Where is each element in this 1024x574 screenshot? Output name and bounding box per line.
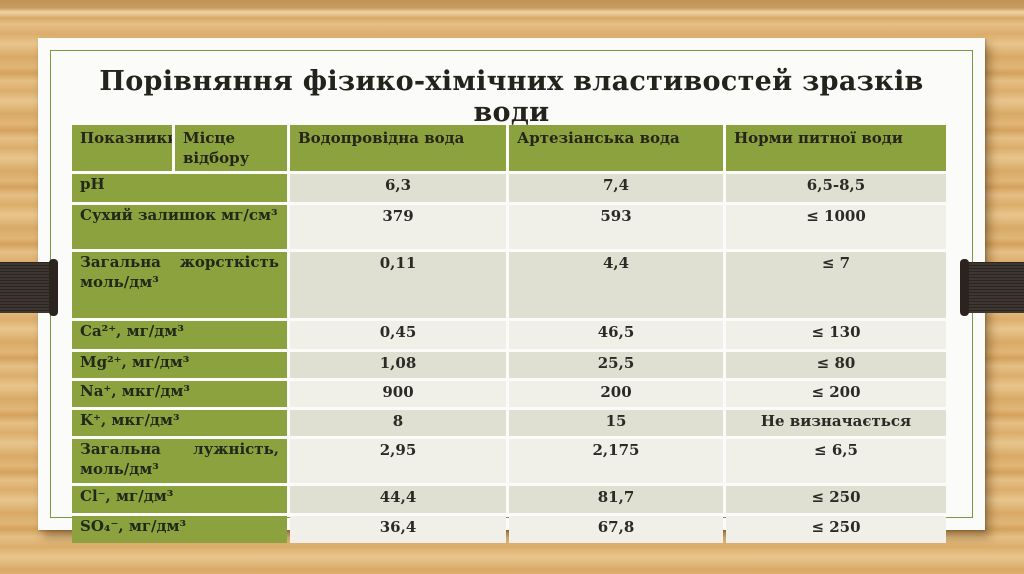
cell-artesian-water: 67,8 bbox=[509, 516, 723, 543]
column-header-indicators: Показники bbox=[72, 125, 172, 171]
table-row-chloride: Cl⁻, мг/дм³ 44,4 81,7 ≤ 250 bbox=[72, 486, 946, 513]
cell-tap-water: 36,4 bbox=[290, 516, 506, 543]
row-label: Ca²⁺, мг/дм³ bbox=[72, 321, 287, 349]
table-row-dry-residue: Сухий залишок мг/см³ 379 593 ≤ 1000 bbox=[72, 205, 946, 249]
right-clamp-bar bbox=[960, 259, 1024, 316]
cell-artesian-water: 46,5 bbox=[509, 321, 723, 349]
table-row-calcium: Ca²⁺, мг/дм³ 0,45 46,5 ≤ 130 bbox=[72, 321, 946, 349]
cell-tap-water: 44,4 bbox=[290, 486, 506, 513]
cell-artesian-water: 2,175 bbox=[509, 439, 723, 483]
cell-norm: ≤ 7 bbox=[726, 252, 946, 318]
cell-norm: ≤ 1000 bbox=[726, 205, 946, 249]
column-header-tap-water: Водопровідна вода bbox=[290, 125, 506, 171]
water-properties-table: Показники Місце відбору Водопровідна вод… bbox=[69, 122, 953, 546]
table-row-total-hardness: Загальна жорсткість моль/дм³ 0,11 4,4 ≤ … bbox=[72, 252, 946, 318]
table-row-sulfate: SO₄⁻, мг/дм³ 36,4 67,8 ≤ 250 bbox=[72, 516, 946, 543]
cell-artesian-water: 81,7 bbox=[509, 486, 723, 513]
table-row-ph: pH 6,3 7,4 6,5-8,5 bbox=[72, 174, 946, 202]
cell-artesian-water: 593 bbox=[509, 205, 723, 249]
table-row-potassium: K⁺, мкг/дм³ 8 15 Не визначається bbox=[72, 410, 946, 436]
slide-title: Порівняння фізико-хімічних властивостей … bbox=[99, 66, 924, 128]
cell-tap-water: 8 bbox=[290, 410, 506, 436]
table-row-total-alkalinity: Загальна лужність, моль/дм³ 2,95 2,175 ≤… bbox=[72, 439, 946, 483]
row-label: Загальна жорсткість моль/дм³ bbox=[72, 252, 287, 318]
column-header-artesian-water: Артезіанська вода bbox=[509, 125, 723, 171]
slide-card: Порівняння фізико-хімічних властивостей … bbox=[38, 38, 985, 543]
cell-tap-water: 379 bbox=[290, 205, 506, 249]
cell-tap-water: 6,3 bbox=[290, 174, 506, 202]
table-row-sodium: Na⁺, мкг/дм³ 900 200 ≤ 200 bbox=[72, 381, 946, 407]
row-label: Na⁺, мкг/дм³ bbox=[72, 381, 287, 407]
cell-tap-water: 900 bbox=[290, 381, 506, 407]
left-clamp-bar bbox=[0, 259, 58, 316]
cell-norm: 6,5-8,5 bbox=[726, 174, 946, 202]
table-header-row: Показники Місце відбору Водопровідна вод… bbox=[72, 125, 946, 171]
row-label: Cl⁻, мг/дм³ bbox=[72, 486, 287, 513]
cell-artesian-water: 15 bbox=[509, 410, 723, 436]
cell-tap-water: 0,11 bbox=[290, 252, 506, 318]
cell-tap-water: 0,45 bbox=[290, 321, 506, 349]
cell-artesian-water: 25,5 bbox=[509, 352, 723, 378]
cell-artesian-water: 200 bbox=[509, 381, 723, 407]
cell-norm: ≤ 200 bbox=[726, 381, 946, 407]
table-row-magnesium: Mg²⁺, мг/дм³ 1,08 25,5 ≤ 80 bbox=[72, 352, 946, 378]
cell-norm: ≤ 80 bbox=[726, 352, 946, 378]
cell-norm: ≤ 250 bbox=[726, 516, 946, 543]
row-label: pH bbox=[72, 174, 287, 202]
cell-artesian-water: 7,4 bbox=[509, 174, 723, 202]
cell-norm: Не визначається bbox=[726, 410, 946, 436]
row-label: SO₄⁻, мг/дм³ bbox=[72, 516, 287, 543]
cell-tap-water: 2,95 bbox=[290, 439, 506, 483]
cell-norm: ≤ 130 bbox=[726, 321, 946, 349]
cell-norm: ≤ 250 bbox=[726, 486, 946, 513]
row-label: Сухий залишок мг/см³ bbox=[72, 205, 287, 249]
cell-artesian-water: 4,4 bbox=[509, 252, 723, 318]
cell-norm: ≤ 6,5 bbox=[726, 439, 946, 483]
column-header-drinking-water-norms: Норми питної води bbox=[726, 125, 946, 171]
cell-tap-water: 1,08 bbox=[290, 352, 506, 378]
column-header-sampling-place: Місце відбору bbox=[175, 125, 287, 171]
row-label: Mg²⁺, мг/дм³ bbox=[72, 352, 287, 378]
row-label: Загальна лужність, моль/дм³ bbox=[72, 439, 287, 483]
row-label: K⁺, мкг/дм³ bbox=[72, 410, 287, 436]
